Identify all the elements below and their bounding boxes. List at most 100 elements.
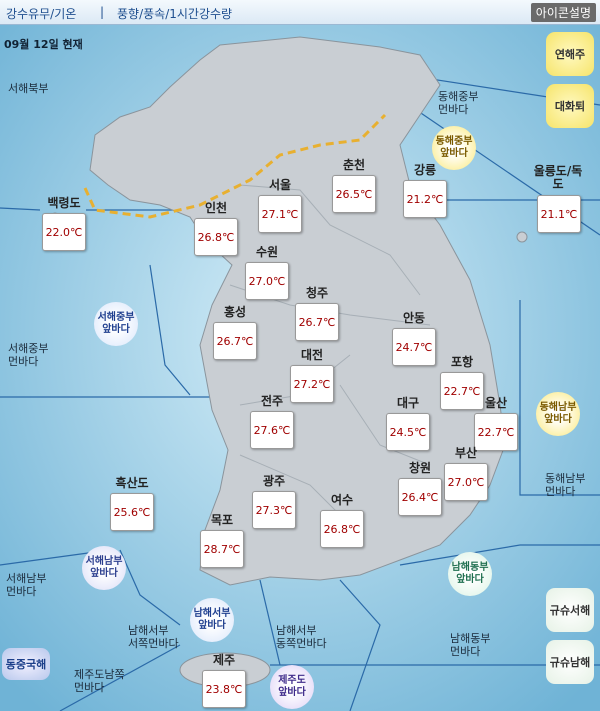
temperature-box[interactable]: 24.7℃ <box>392 328 436 366</box>
armistice-line <box>83 113 387 219</box>
label-line: 동쪽먼바다 <box>276 637 327 650</box>
far-sea-zone: 남해서부 동쪽먼바다 <box>276 624 327 650</box>
city-name: 안동 <box>402 311 426 325</box>
temperature-box[interactable]: 27.0℃ <box>444 463 488 501</box>
label-line: 동해남부 <box>545 472 586 485</box>
temperature-box[interactable]: 24.5℃ <box>386 413 430 451</box>
temperature-box[interactable]: 22.0℃ <box>42 213 86 251</box>
label-line: 먼바다 <box>8 355 39 368</box>
legend-button[interactable]: 아이콘설명 <box>530 3 596 22</box>
label-line: 앞바다 <box>440 148 468 159</box>
city-name: 인천 <box>204 201 228 215</box>
label-line: 먼바다 <box>74 681 105 694</box>
far-sea-zone: 서해중부 먼바다 <box>8 342 48 368</box>
temperature-box[interactable]: 26.5℃ <box>332 175 376 213</box>
near-sea-zone[interactable]: 서해남부 앞바다 <box>82 546 126 590</box>
label-line: 서해남부 <box>85 556 123 567</box>
label-line: 서쪽먼바다 <box>128 637 179 650</box>
temperature-box[interactable]: 26.7℃ <box>213 322 257 360</box>
separator: | <box>100 5 105 19</box>
city-name: 울산 <box>484 396 508 410</box>
label-line: 먼바다 <box>6 585 37 598</box>
label-line: 앞바다 <box>90 568 118 579</box>
label-line: 동해중부 <box>435 136 473 147</box>
label-line: 먼바다 <box>545 485 576 498</box>
temperature-box[interactable]: 21.2℃ <box>403 180 447 218</box>
temperature-box[interactable]: 27.0℃ <box>245 262 289 300</box>
region-button[interactable]: 규슈남해 <box>546 640 594 684</box>
label-line: 남해서부 <box>193 608 231 619</box>
near-sea-zone[interactable]: 동해남부 앞바다 <box>536 392 580 436</box>
label-line: 먼바다 <box>450 645 481 658</box>
city-name: 부산 <box>454 446 478 460</box>
temperature-box[interactable]: 26.7℃ <box>295 303 339 341</box>
city-name: 홍성 <box>223 305 247 319</box>
temperature-box[interactable]: 22.7℃ <box>474 413 518 451</box>
label-line: 남해서부 <box>128 624 169 637</box>
city-name: 광주 <box>262 474 286 488</box>
label-line: 서해중부 <box>97 312 135 323</box>
city-name: 목포 <box>210 513 234 527</box>
temperature-box[interactable]: 25.6℃ <box>110 493 154 531</box>
far-sea-zone: 남해서부 서쪽먼바다 <box>128 624 179 650</box>
city-name: 청주 <box>305 286 329 300</box>
temperature-box[interactable]: 26.8℃ <box>320 510 364 548</box>
label-line: 앞바다 <box>278 687 306 698</box>
near-sea-zone[interactable]: 서해중부 앞바다 <box>94 302 138 346</box>
label-line: 남해서부 <box>276 624 317 637</box>
city-name: 춘천 <box>342 158 366 172</box>
label-line: 서해중부 <box>8 342 49 355</box>
temperature-box[interactable]: 22.7℃ <box>440 372 484 410</box>
near-sea-zone[interactable]: 제주도 앞바다 <box>270 665 314 709</box>
far-sea-zone: 동해남부 먼바다 <box>545 472 585 498</box>
temperature-box[interactable]: 21.1℃ <box>537 195 581 233</box>
city-name: 창원 <box>408 461 432 475</box>
label-line: 동해중부 <box>438 90 479 103</box>
label-line: 동해남부 <box>539 402 577 413</box>
city-name: 전주 <box>260 394 284 408</box>
label-line: 제주도 <box>278 675 306 686</box>
date: 09월 12일 현재 <box>4 38 83 51</box>
far-sea-zone: 서해북부 <box>8 82 48 95</box>
label-line: 앞바다 <box>198 620 226 631</box>
label-line: 먼바다 <box>438 103 469 116</box>
city-name: 대전 <box>300 348 324 362</box>
city-name: 수원 <box>255 245 279 259</box>
region-button[interactable]: 대화퇴 <box>546 84 594 128</box>
tab[interactable]: 강수유무/기온 <box>6 7 77 21</box>
temperature-box[interactable]: 27.2℃ <box>290 365 334 403</box>
label-line: 서해남부 <box>6 572 47 585</box>
near-sea-zone[interactable]: 남해서부 앞바다 <box>190 598 234 642</box>
city-name: 백령도 <box>47 196 81 210</box>
city-name: 흑산도 <box>115 476 149 490</box>
city-name: 울릉도/독도 <box>533 164 583 191</box>
label-line: 남해동부 <box>451 562 489 573</box>
far-sea-zone: 동해중부 먼바다 <box>438 90 478 116</box>
region-button[interactable]: 규슈서해 <box>546 588 594 632</box>
city-name: 강릉 <box>413 163 437 177</box>
temperature-box[interactable]: 28.7℃ <box>200 530 244 568</box>
temperature-box[interactable]: 27.3℃ <box>252 491 296 529</box>
region-button[interactable]: 동중국해 <box>2 648 50 680</box>
far-sea-zone: 제주도남쪽 먼바다 <box>74 668 125 694</box>
temperature-box[interactable]: 27.1℃ <box>258 195 302 233</box>
temperature-box[interactable]: 26.4℃ <box>398 478 442 516</box>
label-line: 앞바다 <box>456 574 484 585</box>
city-name: 제주 <box>212 653 236 667</box>
label-line: 앞바다 <box>102 324 130 335</box>
label-line: 제주도남쪽 <box>74 668 125 681</box>
near-sea-zone[interactable]: 남해동부 앞바다 <box>448 552 492 596</box>
label-line: 서해북부 <box>8 82 49 95</box>
tab[interactable]: 풍향/풍속/1시간강수량 <box>117 7 233 21</box>
temperature-box[interactable]: 26.8℃ <box>194 218 238 256</box>
ulleung-island <box>516 231 528 243</box>
city-name: 대구 <box>396 396 420 410</box>
city-name: 여수 <box>330 493 354 507</box>
region-button[interactable]: 연해주 <box>546 32 594 76</box>
temperature-box[interactable]: 27.6℃ <box>250 411 294 449</box>
far-sea-zone: 남해동부 먼바다 <box>450 632 490 658</box>
far-sea-zone: 서해남부 먼바다 <box>6 572 46 598</box>
near-sea-zone[interactable]: 동해중부 앞바다 <box>432 126 476 170</box>
temperature-box[interactable]: 23.8℃ <box>202 670 246 708</box>
